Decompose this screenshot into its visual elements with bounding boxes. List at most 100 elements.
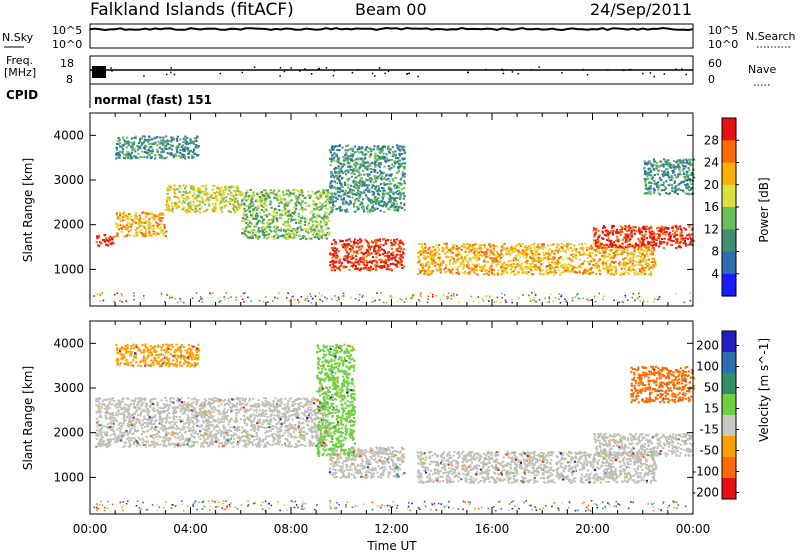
- colorbar-segment: [722, 273, 736, 297]
- power-y-axis-label: Slant Range [km]: [21, 158, 35, 262]
- colorbar-segment: [722, 118, 736, 141]
- colorbar-tick-label: 20: [704, 178, 719, 192]
- colorbar-segment: [722, 251, 736, 275]
- cpid-value: normal (fast) 151: [94, 93, 212, 107]
- colorbar-segment: [722, 352, 736, 374]
- x-tick-label: 12:00: [374, 522, 409, 536]
- noise-trace: [89, 26, 694, 32]
- echo-band: [115, 211, 168, 238]
- x-tick-label: 20:00: [575, 522, 610, 536]
- echo-band: [630, 365, 695, 404]
- freq-tick-top: 18: [60, 57, 74, 70]
- y-tick-label: 1000: [53, 262, 84, 276]
- echo-band: [115, 343, 201, 368]
- nsky-tick-bottom: 10^0: [52, 38, 82, 51]
- y-tick-label: 2000: [53, 218, 84, 232]
- x-tick-label: 08:00: [274, 522, 309, 536]
- colorbar-segment: [722, 184, 736, 208]
- velocity-colorbar: 200 100 50 15 -15 -50 -100 -200: [692, 330, 739, 500]
- power-plot-frame: [89, 112, 694, 307]
- colorbar-tick-label: 24: [704, 156, 719, 170]
- nsky-tick-top: 10^5: [52, 24, 82, 37]
- colorbar-tick-label: -15: [699, 423, 719, 437]
- cpid-panel: CPID normal (fast) 151: [6, 84, 212, 108]
- x-tick-label: 16:00: [475, 522, 510, 536]
- echo-band: [328, 446, 406, 479]
- x-tick-label: 00:00: [73, 522, 108, 536]
- power-colorbar: 4 8 12 16 20 24 28: [704, 117, 739, 297]
- echo-band: [592, 224, 695, 249]
- scatter-noise: [93, 292, 692, 304]
- echo-band: [95, 396, 331, 449]
- y-tick-label: 3000: [53, 173, 84, 187]
- colorbar-segment: [722, 436, 736, 458]
- colorbar-tick-label: 4: [711, 267, 719, 281]
- nave-tick-bottom: 0: [708, 73, 715, 86]
- y-tick-label: 1000: [53, 470, 84, 484]
- freq-label: Freq.: [6, 54, 33, 67]
- date-title: 24/Sep/2011: [590, 0, 692, 19]
- echo-band: [165, 184, 243, 214]
- nave-label: Nave: [748, 63, 776, 76]
- echo-band: [240, 189, 331, 241]
- cpid-label: CPID: [6, 88, 38, 102]
- echo-band: [328, 144, 407, 214]
- colorbar-tick-label: 8: [711, 245, 719, 259]
- colorbar-segment: [722, 331, 736, 353]
- velocity-heatmap: [93, 343, 695, 512]
- y-tick-label: 4000: [53, 336, 84, 350]
- x-tick-label: 04:00: [173, 522, 208, 536]
- colorbar-segment: [722, 229, 736, 253]
- colorbar-tick-label: -50: [699, 444, 719, 458]
- nave-tick-top: 60: [708, 57, 722, 70]
- colorbar-segment: [722, 162, 736, 186]
- echo-band: [115, 135, 200, 160]
- frequency-trace: [90, 66, 693, 78]
- colorbar-segment: [722, 457, 736, 479]
- colorbar-segment: [722, 394, 736, 416]
- power-axes: 1000 2000 3000 4000: [53, 113, 694, 306]
- colorbar-tick-label: 200: [696, 339, 719, 353]
- echo-band: [316, 343, 356, 457]
- x-tick-label: 00:00: [676, 522, 711, 536]
- echo-band: [593, 432, 695, 457]
- scatter-noise: [93, 500, 687, 512]
- colorbar-tick-label: 50: [704, 381, 719, 395]
- colorbar-tick-label: 28: [704, 133, 719, 147]
- velocity-axes: 1000 2000 3000 4000 00:00 04:00 08:00 12:00 16:0…: [53, 321, 710, 536]
- x-axis-label: Time UT: [366, 539, 417, 553]
- freq-tick-bottom: 8: [66, 73, 73, 86]
- colorbar-segment: [722, 478, 736, 500]
- colorbar-tick-label: 15: [704, 402, 719, 416]
- echo-band: [643, 158, 696, 196]
- y-tick-label: 4000: [53, 128, 84, 142]
- velocity-y-axis-label: Slant Range [km]: [21, 366, 35, 470]
- colorbar-segment: [722, 373, 736, 395]
- colorbar-tick-label: -200: [692, 486, 719, 500]
- nsearch-tick-bottom: 10^0: [708, 38, 738, 51]
- station-title: Falkland Islands (fitACF): [90, 0, 294, 20]
- colorbar-segment: [722, 140, 736, 164]
- beam-title: Beam 00: [355, 0, 427, 19]
- echo-band: [416, 242, 657, 276]
- echo-band: [416, 450, 658, 484]
- velocity-colorbar-label: Velocity [m s^-1]: [757, 338, 771, 442]
- nsearch-label: N.Search: [746, 30, 796, 43]
- colorbar-tick-label: -100: [692, 465, 719, 479]
- power-colorbar-label: Power [dB]: [757, 177, 771, 242]
- colorbar-segment: [722, 207, 736, 230]
- power-heatmap: [93, 135, 696, 304]
- y-tick-label: 3000: [53, 381, 84, 395]
- frequency-panel: Freq. [MHz] 18 8 60 0 Nave: [4, 54, 776, 86]
- nsky-label: N.Sky: [2, 31, 34, 44]
- y-tick-label: 2000: [53, 426, 84, 440]
- colorbar-tick-label: 16: [704, 200, 719, 214]
- echo-band: [328, 238, 406, 272]
- noise-panel: N.Sky 10^5 10^0 10^5 10^0 N.Search: [2, 23, 796, 51]
- colorbar-tick-label: 12: [704, 222, 719, 236]
- colorbar-segment: [722, 415, 736, 437]
- echo-band: [95, 234, 116, 247]
- freq-unit-label: [MHz]: [4, 66, 36, 79]
- nsearch-tick-top: 10^5: [708, 24, 738, 37]
